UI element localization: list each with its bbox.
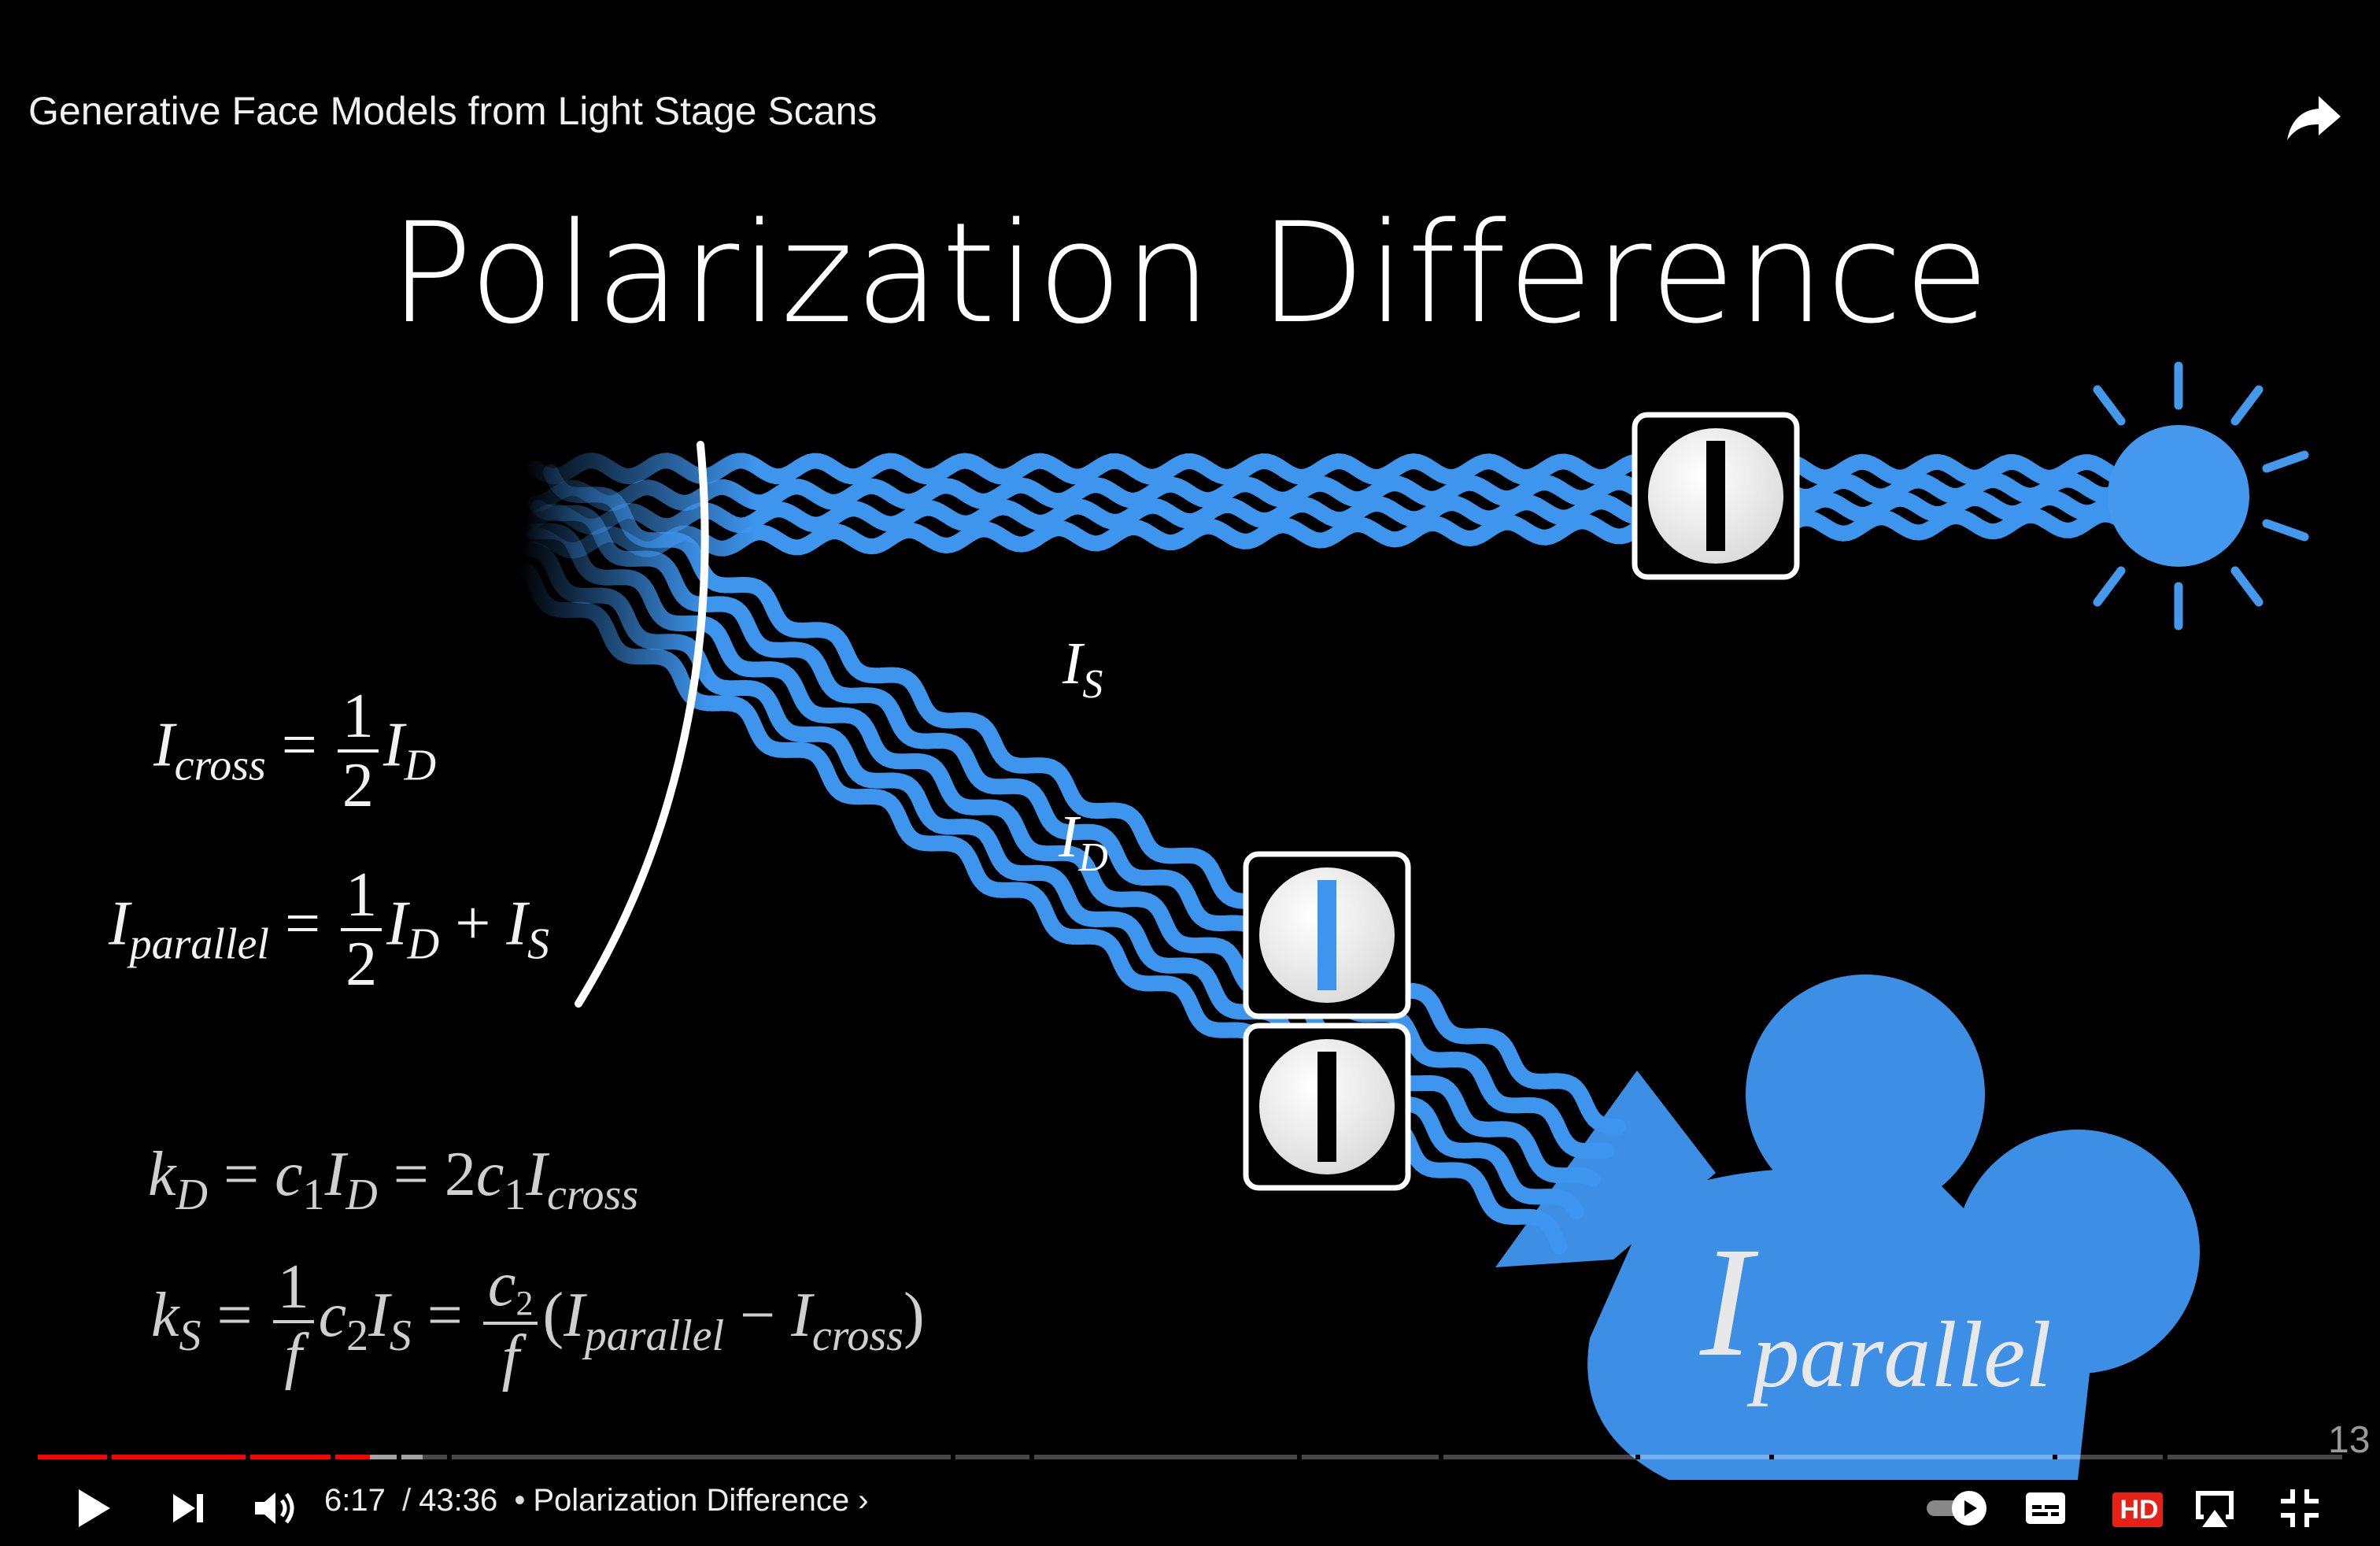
equation-cross: Icross = 1 2 ID — [153, 682, 437, 820]
time-separator: / — [401, 1483, 412, 1518]
volume-icon[interactable] — [250, 1483, 298, 1533]
camera-label: Iparallel — [1700, 1215, 2052, 1407]
current-time: 6:17 — [324, 1483, 386, 1518]
progress-bar[interactable] — [38, 1455, 2342, 1459]
exit-fullscreen-icon[interactable] — [2275, 1483, 2325, 1533]
chapter-marker — [331, 1455, 335, 1459]
diffuse-beam-label: ID — [1059, 804, 1108, 880]
chapter-marker — [107, 1455, 112, 1459]
chapter-marker — [1297, 1455, 1302, 1459]
video-title[interactable]: Generative Face Models from Light Stage … — [28, 89, 878, 133]
play-icon[interactable] — [69, 1483, 116, 1533]
polarizer-filter-cross — [1243, 851, 1411, 1019]
equation-ks: kS = 1 f c2IS = c2 f (Iparallel − Icross) — [151, 1250, 925, 1393]
chapter-marker — [447, 1455, 452, 1459]
polarizer-filter-light — [1632, 412, 1800, 580]
chapter-marker — [2053, 1455, 2057, 1459]
subtitles-icon[interactable] — [2023, 1483, 2068, 1533]
polarizer-filter-parallel — [1243, 1023, 1411, 1191]
next-icon[interactable] — [167, 1483, 211, 1533]
chapter-marker — [246, 1455, 250, 1459]
skin-surface-curve — [575, 441, 709, 1008]
progress-played — [38, 1455, 370, 1459]
light-source-icon — [2093, 361, 2309, 631]
chapter-marker — [1439, 1455, 1443, 1459]
chapter-marker — [397, 1455, 401, 1459]
incident-beams — [527, 453, 2130, 559]
specular-beam-label: IS — [1062, 631, 1103, 707]
hd-badge: HD — [2119, 1495, 2159, 1525]
duration: 43:36 — [419, 1483, 498, 1518]
slide-title: Polarization Difference — [389, 193, 1991, 354]
chapter-bullet: • — [514, 1483, 526, 1518]
chapter-marker — [1029, 1455, 1034, 1459]
time-display: 6:17 /43:36 • Polarization Difference › — [324, 1483, 869, 1518]
chapter-marker — [1769, 1455, 1774, 1459]
settings-gear-icon[interactable]: HD — [2109, 1485, 2164, 1532]
equation-kd: kD = c1ID = 2c1Icross — [148, 1140, 639, 1219]
airplay-icon[interactable] — [2188, 1483, 2241, 1533]
chevron-right-icon[interactable]: › — [858, 1483, 869, 1518]
player-controls — [0, 1472, 2380, 1546]
equation-parallel: Iparallel = 1 2 ID + IS — [109, 860, 549, 999]
chapter-marker — [1635, 1455, 1640, 1459]
autoplay-toggle[interactable] — [1924, 1483, 1990, 1533]
chapter-title[interactable]: Polarization Difference — [533, 1483, 850, 1518]
chapter-marker — [2163, 1455, 2168, 1459]
slide-number: 13 — [2328, 1419, 2371, 1461]
share-arrow-icon[interactable] — [2282, 85, 2345, 148]
chapter-marker — [951, 1455, 955, 1459]
